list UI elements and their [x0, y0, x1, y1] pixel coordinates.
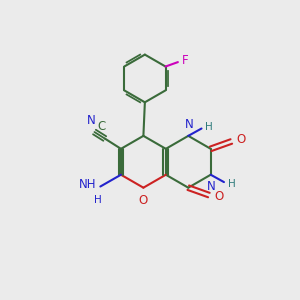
Text: O: O	[139, 194, 148, 207]
Text: O: O	[237, 134, 246, 146]
Text: NH: NH	[79, 178, 97, 191]
Text: N: N	[207, 180, 216, 193]
Text: F: F	[182, 54, 188, 67]
Text: H: H	[94, 195, 102, 205]
Text: O: O	[214, 190, 224, 203]
Text: H: H	[205, 122, 213, 132]
Text: N: N	[87, 114, 95, 127]
Text: C: C	[97, 120, 105, 133]
Text: H: H	[227, 178, 235, 189]
Text: N: N	[185, 118, 194, 130]
